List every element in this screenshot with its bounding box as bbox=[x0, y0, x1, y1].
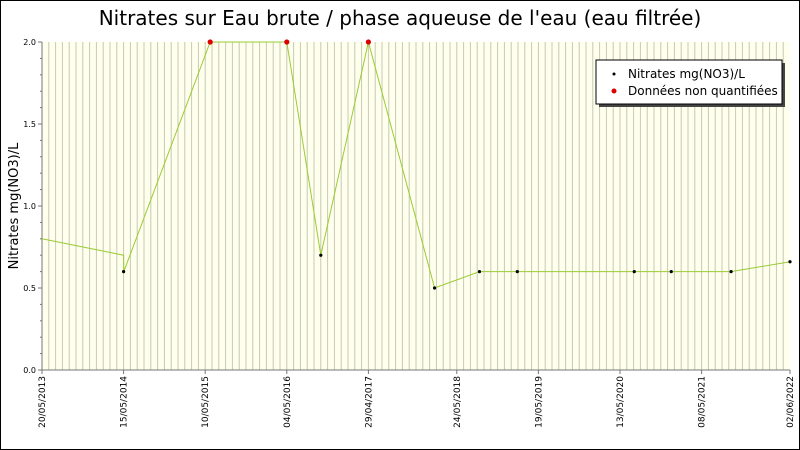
x-tick-label: 19/05/2019 bbox=[534, 376, 544, 428]
legend: Nitrates mg(NO3)/L Données non quantifié… bbox=[595, 59, 785, 107]
data-markers bbox=[122, 39, 792, 290]
y-tick-label: 1.0 bbox=[23, 202, 36, 211]
x-tick-label: 15/05/2014 bbox=[120, 376, 130, 428]
y-tick-label: 2.0 bbox=[23, 38, 36, 47]
y-tick-label: 1.5 bbox=[23, 120, 36, 129]
data-point bbox=[319, 253, 323, 257]
y-tick-label: 0.0 bbox=[23, 366, 36, 375]
legend-marker-nitrates bbox=[612, 72, 616, 76]
y-axis-label: Nitrates mg(NO3)/L bbox=[7, 142, 22, 269]
x-tick-label: 02/06/2022 bbox=[786, 376, 796, 428]
x-tick-label: 04/05/2016 bbox=[283, 376, 293, 428]
x-tick-label: 13/05/2020 bbox=[616, 376, 626, 428]
x-tick-label: 24/05/2018 bbox=[453, 376, 463, 428]
legend-marker-non-quantified bbox=[611, 88, 617, 94]
y-axis-ticks: 0.0 0.5 1.0 1.5 2.0 bbox=[23, 38, 42, 375]
data-point-non-quantified bbox=[365, 39, 371, 45]
legend-label-nitrates: Nitrates mg(NO3)/L bbox=[628, 67, 745, 81]
series-line bbox=[41, 41, 791, 289]
legend-label-non-quantified: Données non quantifiées bbox=[628, 84, 778, 98]
chart-title: Nitrates sur Eau brute / phase aqueuse d… bbox=[98, 6, 702, 30]
x-tick-label: 08/05/2021 bbox=[698, 376, 708, 428]
data-point bbox=[632, 270, 636, 274]
data-point bbox=[122, 270, 126, 274]
data-point bbox=[477, 270, 482, 274]
x-axis-ticks: 20/05/2013 15/05/2014 10/05/2015 04/05/2016… bbox=[38, 370, 796, 428]
x-tick-label: 20/05/2013 bbox=[38, 376, 48, 428]
x-tick-label: 10/05/2015 bbox=[201, 376, 211, 428]
data-point bbox=[729, 270, 733, 274]
data-point bbox=[669, 270, 673, 274]
data-point bbox=[432, 286, 437, 290]
x-tick-label: 29/04/2017 bbox=[364, 376, 374, 428]
data-point bbox=[788, 260, 792, 264]
data-point-non-quantified bbox=[284, 39, 290, 45]
y-tick-label: 0.5 bbox=[23, 284, 36, 293]
data-point bbox=[515, 270, 519, 274]
legend-box bbox=[595, 59, 783, 105]
grid-lines bbox=[48, 42, 784, 370]
data-point-non-quantified bbox=[207, 39, 213, 45]
